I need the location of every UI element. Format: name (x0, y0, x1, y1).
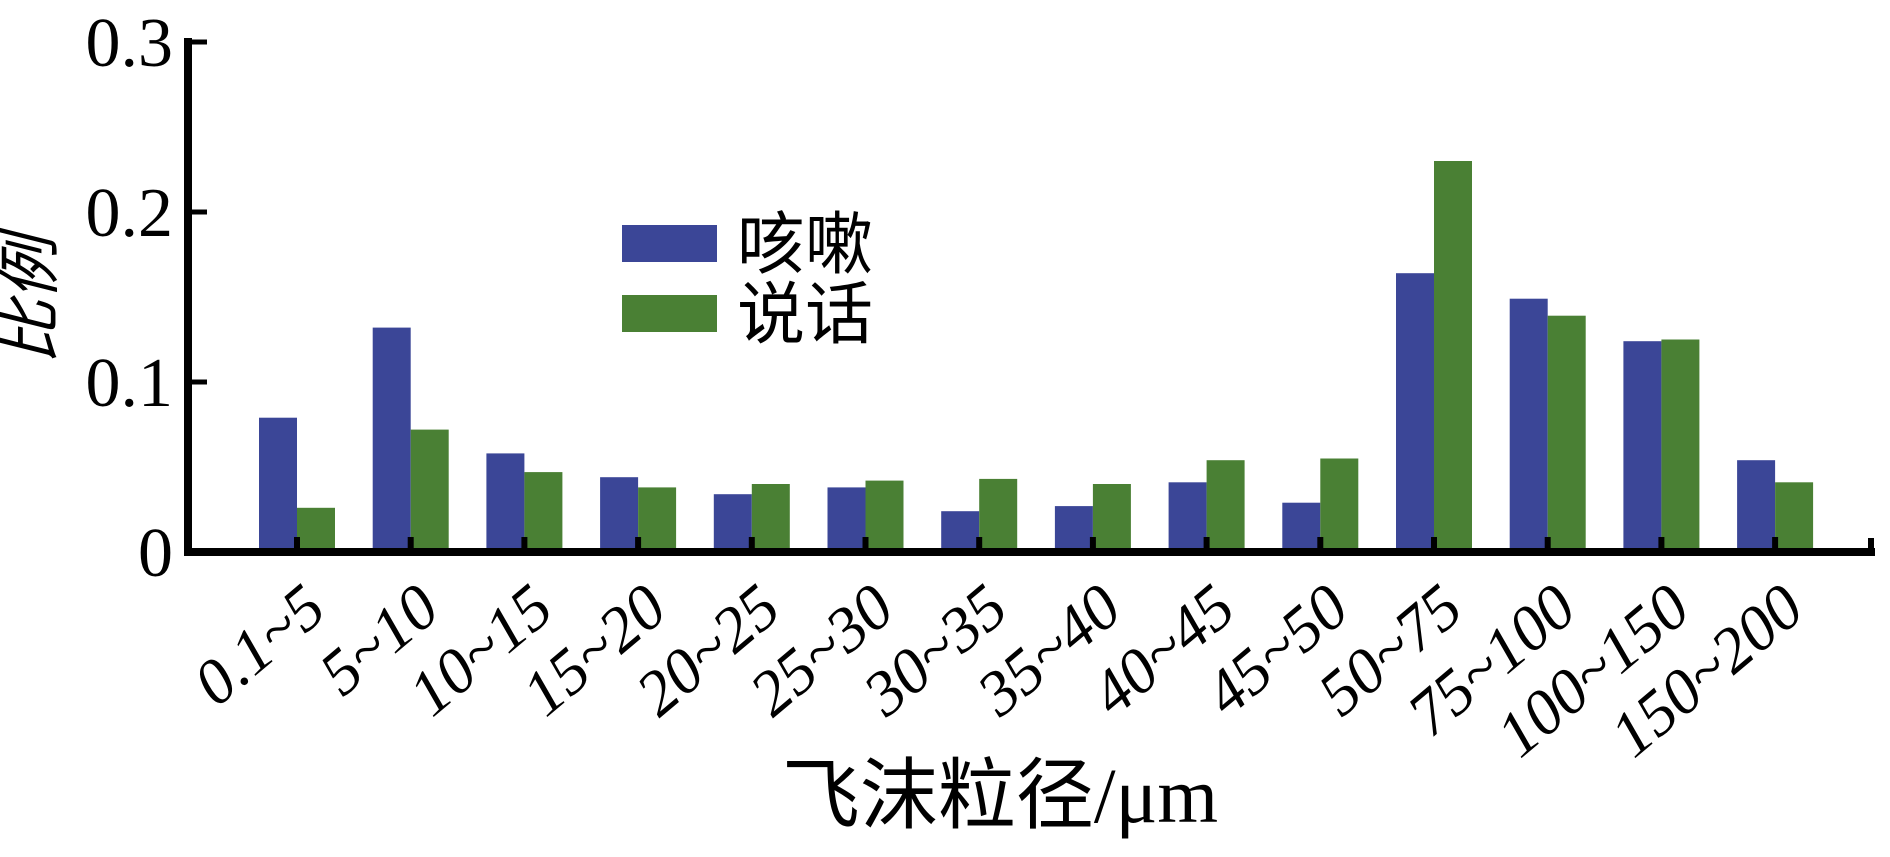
legend-label-speech: 说话 (737, 277, 873, 353)
y-tick-label-0: 0 (138, 515, 173, 592)
bar-咳嗽-15~20 (600, 477, 639, 552)
y-tick-label-0.2: 0.2 (86, 175, 174, 252)
bar-说话-75~100 (1547, 315, 1586, 552)
bar-说话-10~15 (524, 472, 563, 552)
y-ticks-layer (185, 39, 207, 385)
legend-swatch-speech (622, 295, 717, 332)
legend-label-cough: 咳嗽 (737, 207, 873, 283)
y-tick-labels-layer: 0 0.1 0.2 0.3 (86, 5, 174, 592)
bar-说话-35~40 (1092, 484, 1131, 552)
x-ticks-layer (294, 537, 1779, 556)
bar-说话-25~30 (865, 480, 904, 552)
bar-说话-40~45 (1206, 460, 1245, 552)
bar-说话-150~200 (1775, 482, 1814, 552)
legend-swatch-cough (622, 225, 717, 262)
bar-咳嗽-5~10 (372, 327, 411, 552)
bar-咳嗽-20~25 (713, 494, 752, 552)
bar-咳嗽-10~15 (486, 453, 525, 552)
bar-咳嗽-35~40 (1054, 506, 1093, 552)
bar-说话-100~150 (1661, 339, 1700, 552)
x-tick-labels-layer: 0.1~55~1010~1515~2020~2525~3030~3535~404… (180, 570, 1816, 770)
bars-layer (259, 161, 1814, 552)
bar-咳嗽-150~200 (1737, 460, 1776, 552)
bar-咳嗽-30~35 (941, 511, 980, 552)
bar-咳嗽-45~50 (1282, 502, 1321, 552)
legend: 咳嗽 说话 (622, 207, 873, 353)
bar-说话-20~25 (751, 484, 790, 552)
bar-说话-0.1~5 (297, 507, 335, 552)
bar-咳嗽-0.1~5 (259, 417, 297, 552)
bar-说话-45~50 (1320, 458, 1359, 552)
bar-咳嗽-40~45 (1168, 482, 1207, 552)
y-axis-title: 比例 (0, 227, 66, 364)
bar-说话-15~20 (638, 487, 677, 552)
bar-咳嗽-75~100 (1509, 298, 1548, 552)
bar-说话-5~10 (410, 429, 449, 552)
bar-说话-50~75 (1434, 161, 1472, 552)
bar-说话-30~35 (979, 478, 1018, 552)
bar-咳嗽-25~30 (827, 487, 866, 552)
bar-咳嗽-50~75 (1396, 273, 1434, 552)
y-tick-label-0.3: 0.3 (86, 5, 174, 82)
bar-咳嗽-100~150 (1623, 341, 1662, 552)
x-tick-label-0.1~5: 0.1~5 (180, 570, 338, 719)
y-tick-label-0.1: 0.1 (86, 345, 174, 422)
x-axis-title: 飞沫粒径/μm (782, 752, 1218, 839)
